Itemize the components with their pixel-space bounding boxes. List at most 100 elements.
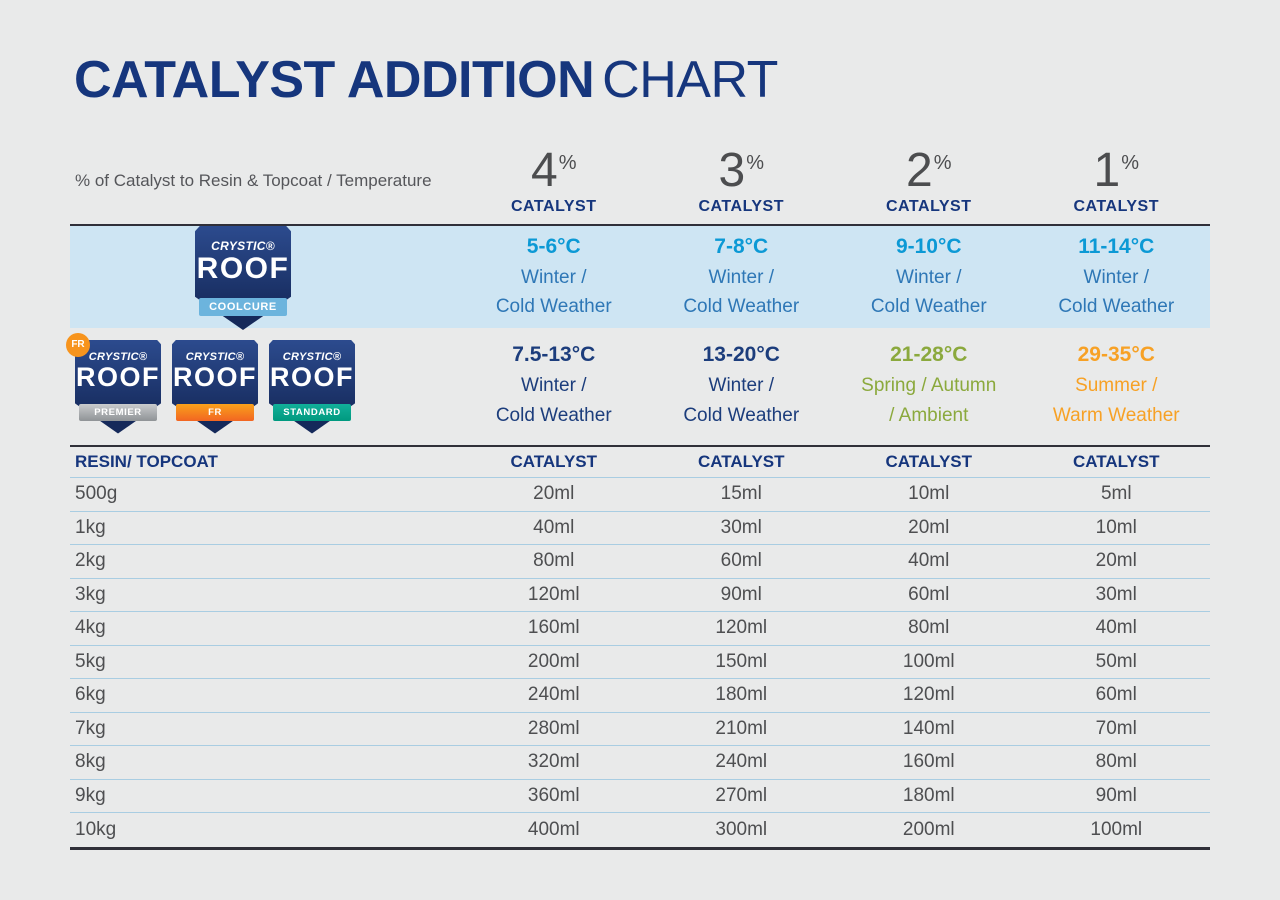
table-row: 9kg 360ml 270ml 180ml 90ml [70,780,1210,813]
row-value: 80ml [908,617,950,639]
standard-banner: STANDARD [273,403,351,421]
table-row: 1kg 40ml 30ml 20ml 10ml [70,512,1210,545]
catalyst-column-label: CATALYST [511,197,597,215]
percent-value: 1% [1093,143,1140,197]
temperature-range: 7.5-13°C [512,343,596,367]
percent-value: 4% [531,143,577,197]
row-label: 6kg [75,684,106,706]
products-temp-2pct: 21-28°C Spring / Autumn / Ambient [835,343,1023,430]
row-value: 20ml [1095,550,1137,572]
table-row: 5kg 200ml 150ml 100ml 50ml [70,646,1210,679]
row-value: 80ml [533,550,575,572]
row-value: 40ml [908,550,950,572]
row-value: 30ml [720,516,762,538]
percent-value: 3% [718,143,765,197]
row-value: 60ml [720,550,762,572]
crystic-roof-fr-logo: CRYSTIC® ROOF FR [172,339,258,434]
row-value: 300ml [715,818,768,840]
row-value: 120ml [902,684,955,706]
coolcure-temp-2pct: 9-10°C Winter / Cold Weather [835,235,1023,322]
row-label: 8kg [75,751,106,773]
row-value: 210ml [715,717,768,739]
crystic-roof-coolcure-logo: CRYSTIC® ROOF COOLCURE [195,226,291,330]
percent-column-3pct: 3% CATALYST [648,143,836,216]
table-row: 500g 20ml 15ml 10ml 5ml [70,478,1210,512]
row-value: 270ml [715,784,768,806]
row-value: 200ml [902,818,955,840]
temperature-range: 29-35°C [1077,343,1155,367]
catalyst-column-label: CATALYST [698,197,784,215]
season-label: Winter / Cold Weather [683,266,800,317]
products-temp-4pct: 7.5-13°C Winter / Cold Weather [460,343,648,430]
row-label: 7kg [75,717,106,739]
crystic-brand-text: CRYSTIC® [88,350,148,363]
row-label: 3kg [75,583,106,605]
row-value: 120ml [715,617,768,639]
row-value: 280ml [527,717,580,739]
row-value: 90ml [1095,784,1137,806]
percent-sign: % [1121,151,1139,174]
row-value: 240ml [527,684,580,706]
table-row: 7kg 280ml 210ml 140ml 70ml [70,713,1210,746]
catalyst-column-label: CATALYST [1073,197,1159,215]
season-label: Winter / Cold Weather [495,266,612,317]
row-value: 180ml [715,684,768,706]
row-value: 10ml [908,483,950,505]
temperature-range: 5-6°C [526,234,581,258]
coolcure-banner: COOLCURE [199,298,287,316]
row-value: 90ml [720,583,762,605]
products-logo-cell: FR CRYSTIC® ROOF PREMIER CRYSTIC® ROOF F… [66,332,460,434]
roof-brand-text: ROOF [270,361,354,392]
fr-badge-icon: FR [66,332,90,357]
crystic-brand-text: CRYSTIC® [185,350,245,363]
table-row: 2kg 80ml 60ml 40ml 20ml [70,545,1210,579]
products-temp-1pct: 29-35°C Summer / Warm Weather [1023,343,1211,430]
row-value: 15ml [720,483,762,505]
season-label: Summer / Warm Weather [1052,375,1180,426]
row-value: 20ml [533,483,575,505]
percent-column-4pct: 4% CATALYST [460,143,648,216]
season-label: Spring / Autumn / Ambient [861,375,997,426]
catalyst-header: CATALYST [510,452,598,471]
table-row: 8kg 320ml 240ml 160ml 80ml [70,746,1210,780]
row-value: 60ml [1095,684,1137,706]
percent-column-1pct: 1% CATALYST [1023,143,1211,216]
percent-sign: % [558,151,577,174]
row-value: 40ml [533,516,575,538]
temperature-range: 9-10°C [895,234,962,258]
products-temp-3pct: 13-20°C Winter / Cold Weather [648,343,836,430]
season-label: Winter / Cold Weather [870,266,987,317]
coolcure-temp-4pct: 5-6°C Winter / Cold Weather [460,235,648,322]
table-row: 4kg 160ml 120ml 80ml 40ml [70,612,1210,646]
row-value: 20ml [908,516,950,538]
percent-sign: % [746,151,764,174]
temperature-range: 13-20°C [702,343,780,367]
coolcure-temperature-row: CRYSTIC® ROOF COOLCURE 5-6°C Winter / Co… [70,224,1211,330]
row-value: 400ml [527,818,580,840]
coolcure-temp-1pct: 11-14°C Winter / Cold Weather [1023,235,1211,322]
crystic-brand-text: CRYSTIC® [211,239,275,253]
roof-brand-text: ROOF [76,361,160,392]
row-value: 120ml [527,583,580,605]
row-value: 5ml [1100,483,1132,505]
row-value: 50ml [1095,650,1137,672]
products-temperature-row: FR CRYSTIC® ROOF PREMIER CRYSTIC® ROOF F… [66,328,1211,445]
row-label: 10kg [75,818,117,840]
catalyst-column-label: CATALYST [886,197,972,215]
season-label: Winter / Cold Weather [495,375,612,426]
row-value: 360ml [527,784,580,806]
roof-brand-text: ROOF [173,361,257,392]
fr-banner: FR [176,403,254,421]
percent-value: 2% [906,143,952,197]
row-label: 5kg [75,650,106,672]
row-value: 160ml [902,751,955,773]
row-value: 40ml [1095,617,1137,639]
page-title: CATALYST ADDITION CHART [74,50,778,110]
row-value: 200ml [527,650,580,672]
title-secondary: CHART [602,51,778,109]
row-value: 140ml [902,717,955,739]
row-label: 2kg [75,550,106,572]
chart-sheet: % of Catalyst to Resin & Topcoat / Tempe… [66,138,1211,850]
premier-banner: PREMIER [79,403,157,421]
